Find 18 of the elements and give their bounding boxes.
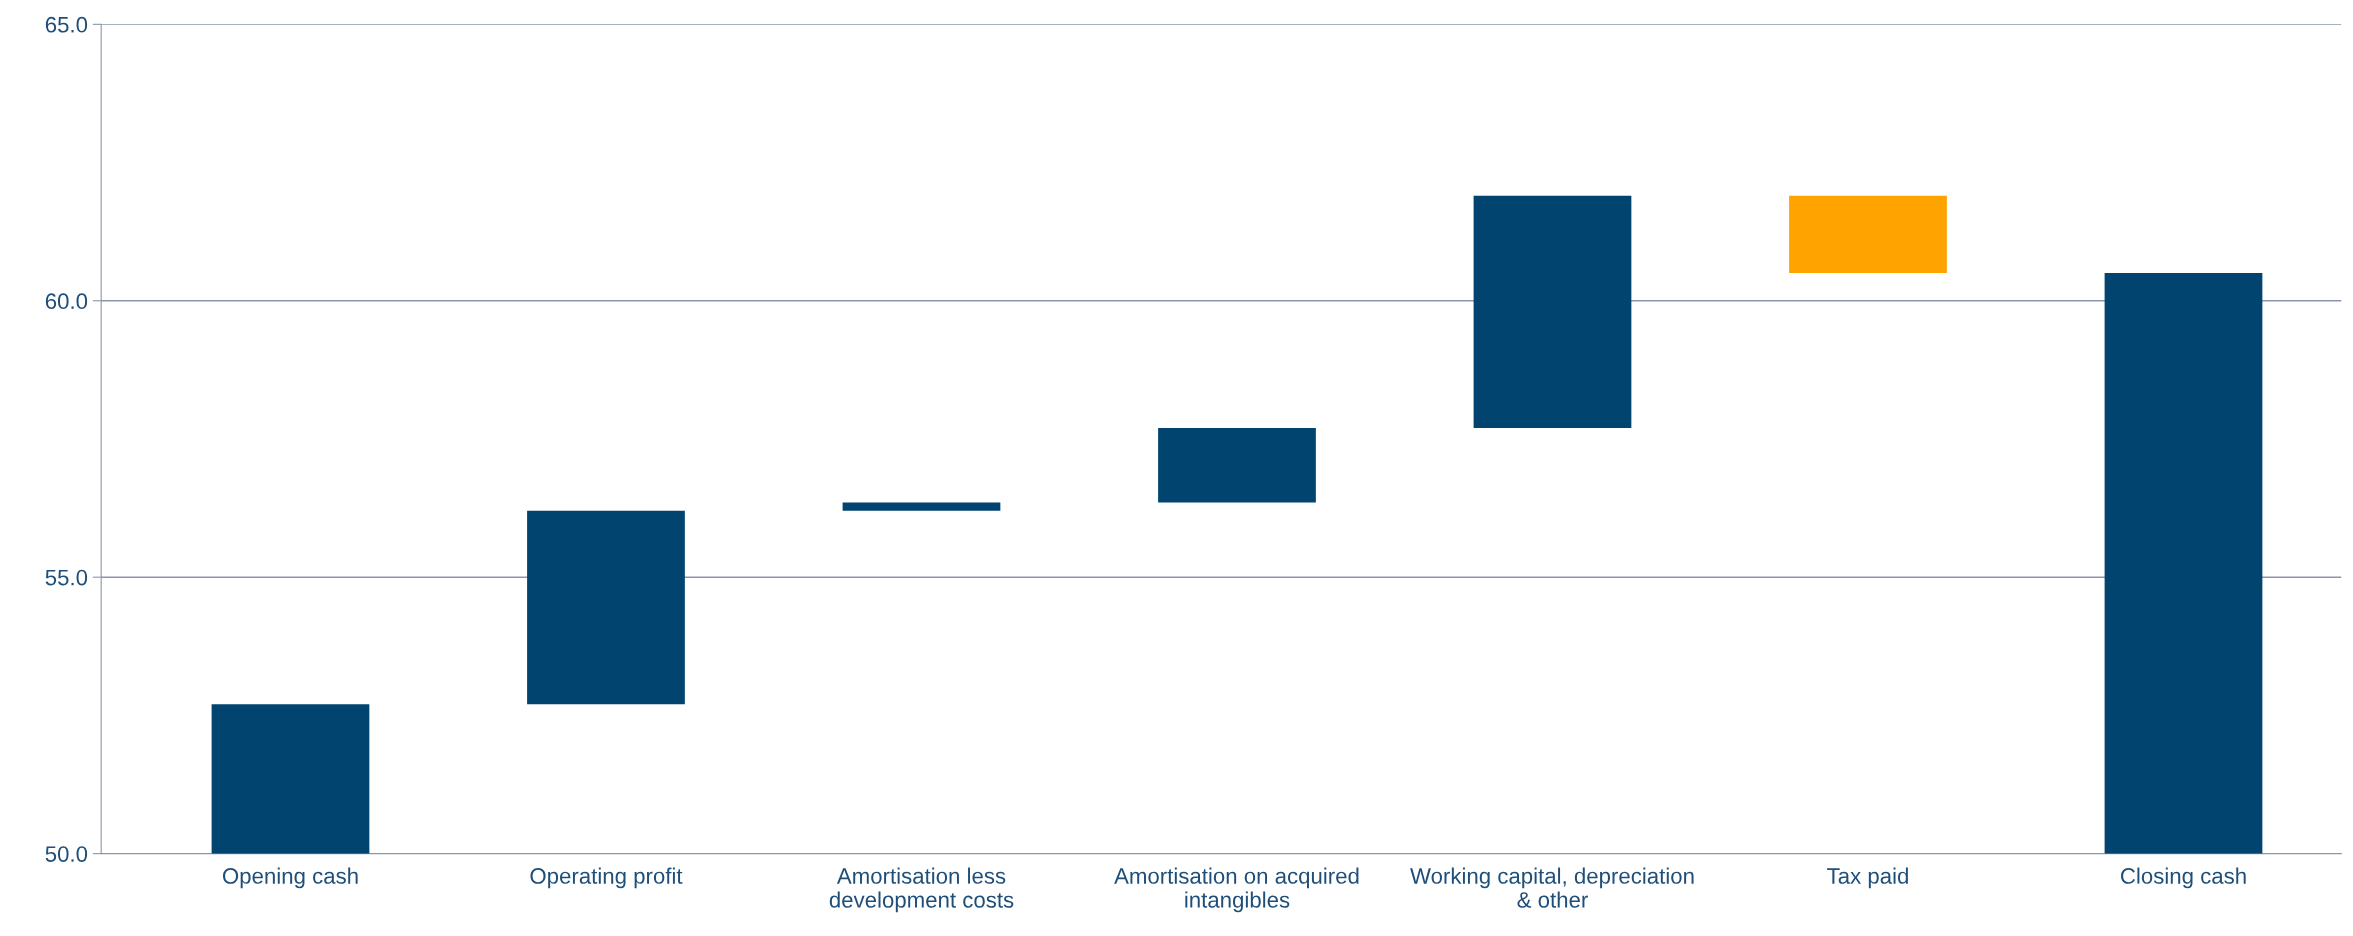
bar (1473, 195, 1632, 428)
y-tick-label: 60.0 (45, 293, 88, 310)
x-tick-label: Opening cash (222, 867, 358, 889)
y-tick-label: 55.0 (45, 569, 88, 586)
bar (211, 704, 370, 854)
x-tick-label: Working capital, depreciation & other (1410, 867, 1694, 908)
bar (527, 510, 685, 705)
bar (1158, 427, 1316, 503)
x-tick-label: Operating profit (530, 867, 683, 889)
bar (2104, 273, 2263, 854)
x-tick-label: Amortisation on acquired intangibles (1114, 867, 1359, 913)
bar (1789, 195, 1947, 274)
y-tick-label: 65.0 (45, 16, 88, 33)
x-tick-label: Closing cash (2121, 867, 2246, 889)
y-tick-label: 50.0 (45, 846, 88, 862)
x-tick-label: Tax paid (1827, 867, 1908, 889)
x-tick-label: Amortisation less development costs (829, 867, 1014, 913)
bar (842, 502, 1001, 511)
